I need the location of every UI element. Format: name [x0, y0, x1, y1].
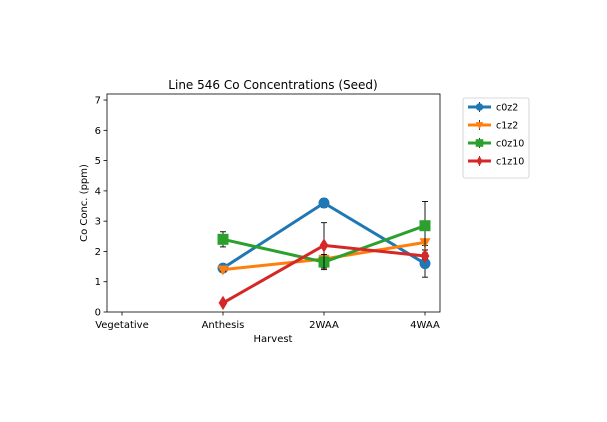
- legend-marker: [475, 139, 484, 147]
- y-tick-label: 3: [95, 217, 101, 228]
- legend-item-c1z10: c1z10: [468, 156, 524, 168]
- plot-area: [217, 197, 431, 311]
- y-tick-label: 6: [95, 126, 101, 137]
- data-point: [420, 248, 430, 264]
- plot-frame: [106, 93, 441, 313]
- legend-label: c0z10: [496, 139, 524, 150]
- y-tick-label: 2: [95, 247, 101, 258]
- data-point: [217, 265, 229, 276]
- x-tick-label: Vegetative: [95, 320, 149, 331]
- x-axis: Vegetative Anthesis 2WAA 4WAA: [95, 312, 440, 331]
- legend-marker: [475, 103, 484, 111]
- x-tick-label: Anthesis: [202, 320, 245, 331]
- legend-item-c1z2: c1z2: [468, 120, 518, 132]
- y-axis-label: Co Conc. (ppm): [79, 164, 90, 242]
- legend-item-c0z10: c0z10: [468, 138, 524, 150]
- y-tick-label: 1: [95, 277, 101, 288]
- legend-marker: [476, 156, 483, 166]
- legend-label: c1z10: [496, 157, 524, 168]
- data-point: [218, 295, 228, 311]
- legend-label: c0z2: [496, 103, 518, 114]
- legend-item-c0z2: c0z2: [468, 102, 518, 114]
- y-tick-label: 7: [95, 96, 101, 107]
- legend-marker: [475, 122, 484, 129]
- x-tick-label: 2WAA: [309, 320, 339, 331]
- data-point: [419, 258, 431, 270]
- legend: c0z2 c1z2 c0z10 c1z10: [462, 97, 530, 179]
- x-tick-label: 4WAA: [410, 320, 440, 331]
- data-point: [419, 220, 431, 232]
- data-point: [217, 233, 229, 245]
- x-axis-label: Harvest: [254, 334, 293, 345]
- legend-label: c1z2: [496, 121, 518, 132]
- y-tick-label: 5: [95, 156, 101, 167]
- data-point: [318, 197, 330, 209]
- chart-title: Line 546 Co Concentrations (Seed): [168, 78, 377, 92]
- series-c1z10: [218, 222, 430, 311]
- y-axis: 0 1 2 3 4 5 6 7: [95, 96, 107, 319]
- y-tick-label: 4: [95, 186, 101, 197]
- data-point: [319, 238, 329, 253]
- y-tick-label: 0: [95, 308, 101, 319]
